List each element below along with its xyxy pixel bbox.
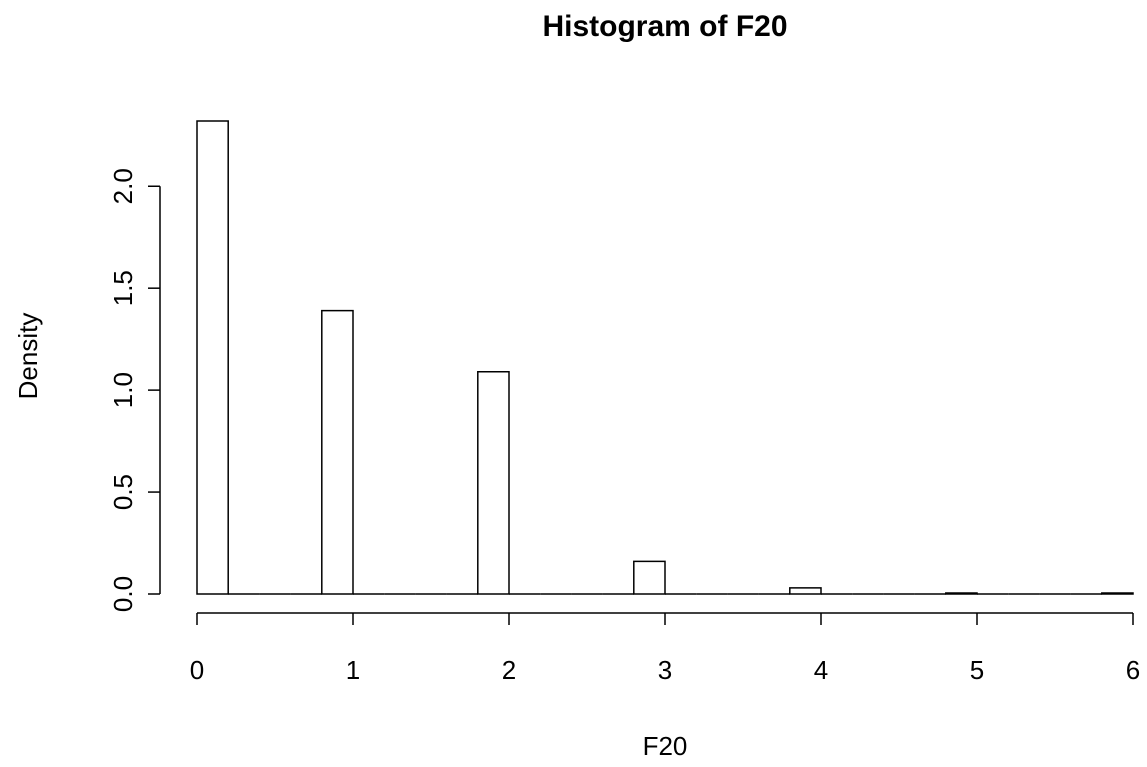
- x-axis-label: F20: [643, 731, 688, 761]
- bar: [633, 560, 666, 595]
- y-axis-label: Density: [13, 313, 43, 400]
- y-tick-label: 0.5: [108, 474, 138, 510]
- x-tick-label: 0: [190, 655, 204, 685]
- x-tick-label: 4: [814, 655, 828, 685]
- x-tick-label: 3: [658, 655, 672, 685]
- chart-title: Histogram of F20: [542, 10, 787, 43]
- y-tick-label: 1.0: [108, 372, 138, 408]
- y-tick-label: 2.0: [108, 168, 138, 204]
- bar: [321, 309, 354, 595]
- bar: [477, 371, 510, 595]
- bar: [789, 587, 822, 595]
- x-tick-label: 2: [502, 655, 516, 685]
- bar: [945, 592, 978, 595]
- x-tick-label: 1: [346, 655, 360, 685]
- bar: [1101, 592, 1134, 595]
- x-tick-label: 5: [970, 655, 984, 685]
- y-tick-label: 0.0: [108, 576, 138, 612]
- x-tick-label: 6: [1126, 655, 1140, 685]
- y-tick-label: 1.5: [108, 270, 138, 306]
- bar: [196, 120, 229, 595]
